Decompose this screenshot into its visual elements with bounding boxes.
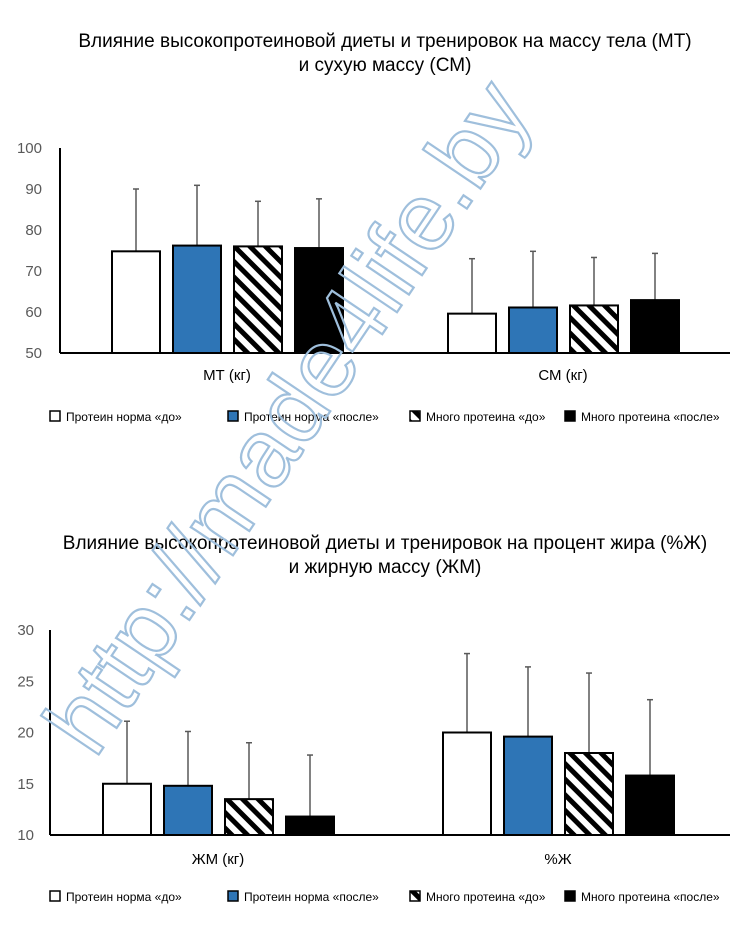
legend-swatch-black xyxy=(564,890,576,902)
legend-label: Протеин норма «до» xyxy=(66,890,182,904)
legend-label: Протеин норма «до» xyxy=(66,410,182,424)
bar-white xyxy=(442,731,492,836)
bar-blue xyxy=(508,306,558,354)
bar-black xyxy=(294,247,344,354)
legend-swatch-black xyxy=(564,410,576,422)
y-tick-label: 30 xyxy=(17,622,34,639)
bar-white xyxy=(111,250,161,355)
legend: Протеин норма «до» Протеин норма «после» М… xyxy=(49,410,720,424)
legend-label: Много протеина «до» xyxy=(426,890,546,904)
chart-title: Влияние высокопротеиновой диеты и тренир… xyxy=(63,533,707,554)
category-label: СМ (кг) xyxy=(538,367,587,384)
y-tick-label: 100 xyxy=(17,140,42,157)
legend-label: Протеин норма «после» xyxy=(244,890,379,904)
category-label: ЖМ (кг) xyxy=(192,851,245,868)
bar-blue xyxy=(163,784,213,836)
chart-title: и жирную массу (ЖМ) xyxy=(289,557,482,578)
chart-2: Влияние высокопротеиновой диеты и тренир… xyxy=(17,533,730,904)
chart-title: Влияние высокопротеиновой диеты и тренир… xyxy=(78,31,691,52)
bar-hatch xyxy=(224,798,274,836)
legend: Протеин норма «до» Протеин норма «после» М… xyxy=(49,890,720,904)
y-tick-label: 80 xyxy=(25,222,42,239)
legend-swatch-hatch xyxy=(409,410,421,422)
y-tick-label: 70 xyxy=(25,263,42,280)
bar-blue xyxy=(172,244,222,354)
bar-black xyxy=(625,774,675,836)
legend-swatch-white xyxy=(49,890,61,902)
legend-swatch-blue xyxy=(227,410,239,422)
legend-label: Протеин норма «после» xyxy=(244,410,379,424)
legend-swatch-white xyxy=(49,410,61,422)
chart-1: Влияние высокопротеиновой диеты и тренир… xyxy=(17,31,730,424)
bar-black xyxy=(630,299,680,354)
y-tick-label: 25 xyxy=(17,673,34,690)
y-tick-label: 20 xyxy=(17,725,34,742)
bar-hatch xyxy=(233,245,283,354)
category-label: %Ж xyxy=(544,851,571,868)
bar-white xyxy=(447,312,497,355)
legend-swatch-hatch xyxy=(409,890,421,902)
bar-hatch xyxy=(564,752,614,836)
legend-label: Много протеина «до» xyxy=(426,410,546,424)
y-tick-label: 15 xyxy=(17,776,34,793)
bar-blue xyxy=(503,735,553,836)
y-tick-label: 50 xyxy=(25,345,42,362)
bar-white xyxy=(102,782,152,836)
bar-black xyxy=(285,815,335,836)
category-label: МТ (кг) xyxy=(203,367,251,384)
y-tick-label: 10 xyxy=(17,827,34,844)
legend-label: Много протеина «после» xyxy=(581,890,720,904)
y-tick-label: 90 xyxy=(25,181,42,198)
y-tick-label: 60 xyxy=(25,304,42,321)
legend-swatch-blue xyxy=(227,890,239,902)
bar-hatch xyxy=(569,304,619,355)
chart-title: и сухую массу (СМ) xyxy=(299,55,472,76)
legend-label: Много протеина «после» xyxy=(581,410,720,424)
